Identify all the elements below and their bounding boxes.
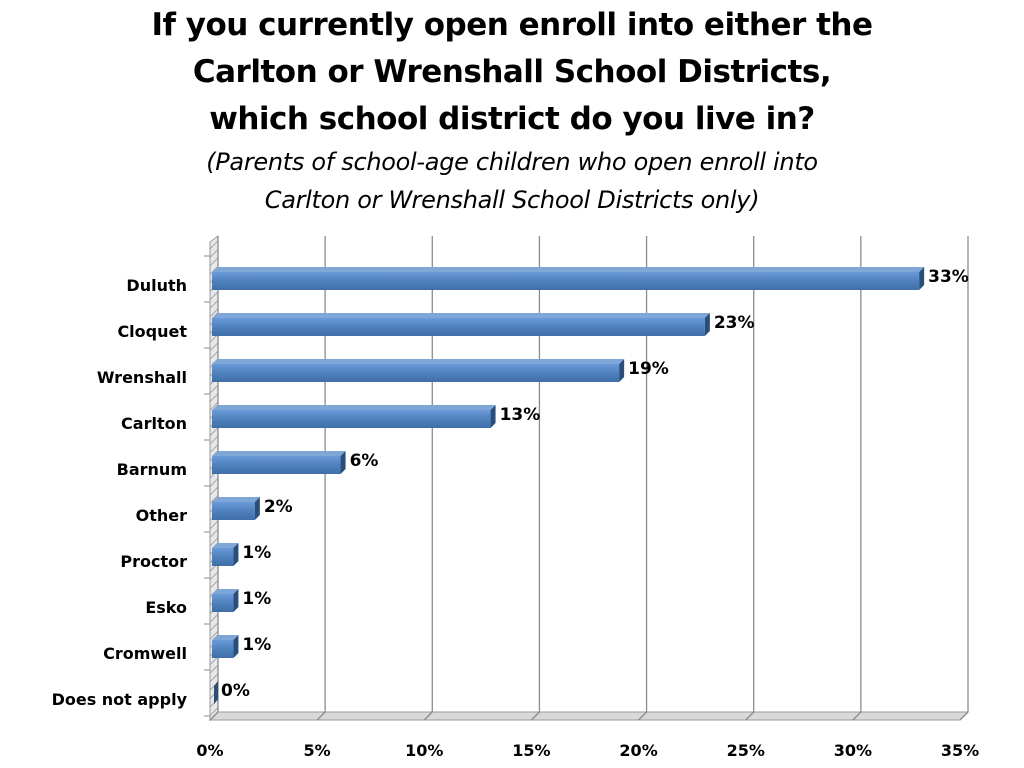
category-label-cromwell: Cromwell: [103, 644, 187, 663]
x-tick-label: 20%: [619, 741, 657, 760]
bar-front-face: [212, 318, 705, 336]
bar-end-face: [254, 497, 260, 520]
gridline-floor: [316, 711, 326, 721]
data-label-does-not-apply: 0%: [221, 681, 250, 701]
category-label-esko: Esko: [145, 598, 187, 617]
chart-back-wall: [208, 235, 970, 722]
x-tick-label: 15%: [512, 741, 550, 760]
bar-end-face: [704, 313, 710, 336]
bar-top-face: [212, 635, 239, 640]
chart-title-line-1: If you currently open enroll into either…: [151, 7, 873, 43]
chart-title-line-3: which school district do you live in?: [209, 101, 815, 137]
gridlines: [204, 236, 969, 721]
data-label-duluth: 33%: [928, 267, 969, 287]
bar-end-face: [214, 681, 218, 704]
category-label-does-not-apply: Does not apply: [52, 690, 188, 709]
bar-top-face: [212, 451, 346, 456]
bar-end-face: [233, 543, 239, 566]
gridline-floor: [209, 711, 219, 721]
bar-top-face: [212, 543, 239, 548]
category-label-other: Other: [136, 506, 187, 525]
bar-top-face: [212, 359, 625, 364]
labels: 0% 5% 10% 15% 20% 25% 30% 35% 33% Duluth 23% Cloque…: [52, 267, 980, 760]
bar-front-face: [212, 456, 341, 474]
bar-top-face: [212, 405, 496, 410]
bar-barnum: [212, 451, 346, 474]
category-label-duluth: Duluth: [126, 276, 187, 295]
bar-proctor: [212, 543, 239, 566]
bar-top-face: [212, 267, 925, 272]
bar-wrenshall: [212, 359, 625, 382]
bar-end-face: [233, 589, 239, 612]
bar-top-face: [212, 313, 710, 318]
category-label-wrenshall: Wrenshall: [97, 368, 187, 387]
bar-does-not-apply: [214, 681, 218, 704]
bar-top-face: [212, 589, 239, 594]
bar-end-face: [233, 635, 239, 658]
gridline-floor: [530, 711, 540, 721]
data-label-proctor: 1%: [242, 543, 271, 563]
data-label-cromwell: 1%: [242, 635, 271, 655]
gridline-floor: [423, 711, 433, 721]
bar-end-face: [619, 359, 625, 382]
bar-top-face: [212, 497, 260, 502]
x-tick-label: 10%: [405, 741, 443, 760]
bar-front-face: [212, 594, 234, 612]
data-label-wrenshall: 19%: [628, 359, 669, 379]
chart-subtitle-line-1: (Parents of school-age children who open…: [206, 148, 818, 176]
gridline-floor: [852, 711, 862, 721]
bar-carlton: [212, 405, 496, 428]
gridline-floor: [959, 711, 969, 721]
chart-title-line-2: Carlton or Wrenshall School Districts,: [192, 54, 832, 90]
chart-title-block: If you currently open enroll into either…: [0, 2, 1024, 219]
bar-front-face: [212, 272, 920, 290]
category-label-proctor: Proctor: [120, 552, 187, 571]
chart-subtitle-line-2: Carlton or Wrenshall School Districts on…: [264, 186, 760, 214]
bar-end-face: [490, 405, 496, 428]
bar-front-face: [212, 640, 234, 658]
data-label-esko: 1%: [242, 589, 271, 609]
gridline-floor: [638, 711, 648, 721]
data-label-other: 2%: [264, 497, 293, 517]
bar-cloquet: [212, 313, 710, 336]
bar-other: [212, 497, 260, 520]
data-label-barnum: 6%: [350, 451, 379, 471]
data-label-cloquet: 23%: [714, 313, 755, 333]
bar-front-face: [212, 548, 234, 566]
data-label-carlton: 13%: [500, 405, 541, 425]
bar-duluth: [212, 267, 925, 290]
bar-front-face: [212, 502, 255, 520]
category-label-carlton: Carlton: [121, 414, 187, 433]
x-tick-label: 5%: [304, 741, 331, 760]
bar-front-face: [212, 410, 491, 428]
x-tick-label: 35%: [941, 741, 979, 760]
bar-cromwell: [212, 635, 239, 658]
bar-end-face: [340, 451, 346, 474]
bar-front-face: [212, 364, 620, 382]
x-tick-label: 30%: [834, 741, 872, 760]
bars: [212, 267, 925, 704]
category-label-barnum: Barnum: [117, 460, 187, 479]
bar-end-face: [919, 267, 925, 290]
x-tick-label: 0%: [196, 741, 223, 760]
category-label-cloquet: Cloquet: [117, 322, 187, 341]
x-tick-label: 25%: [727, 741, 765, 760]
gridline-floor: [745, 711, 755, 721]
bar-esko: [212, 589, 239, 612]
